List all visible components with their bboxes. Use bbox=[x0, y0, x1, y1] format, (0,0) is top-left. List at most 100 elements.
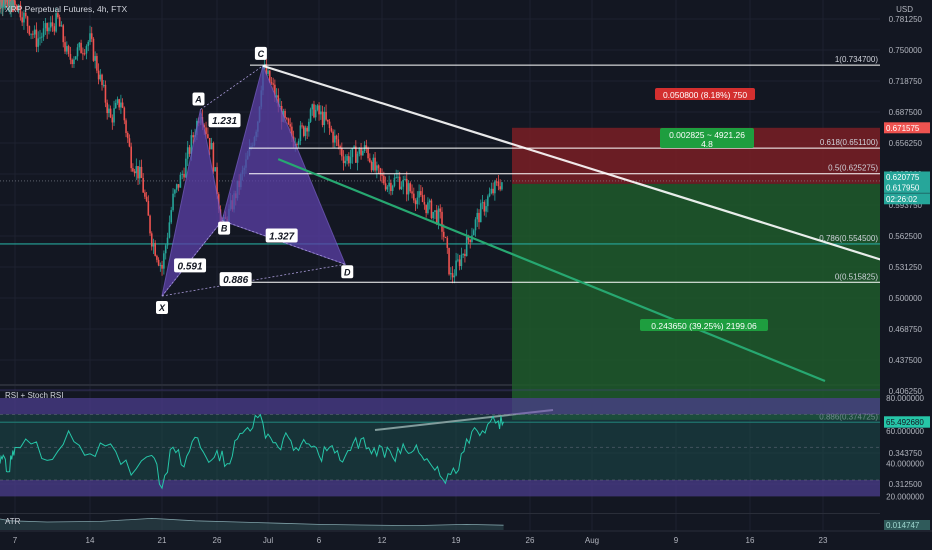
candle-body bbox=[130, 146, 132, 169]
candle-body bbox=[384, 183, 387, 190]
time-tick: 9 bbox=[674, 536, 679, 545]
candle-body bbox=[418, 191, 420, 198]
fib-level-label: 1(0.734700) bbox=[835, 55, 878, 64]
candle-body bbox=[102, 84, 105, 86]
candle-body bbox=[175, 184, 178, 190]
candle-body bbox=[71, 59, 73, 64]
candle-body bbox=[137, 166, 139, 179]
candle-body bbox=[434, 210, 436, 212]
candle-body bbox=[19, 4, 22, 18]
price-tick: 0.750000 bbox=[889, 46, 923, 55]
candle-body bbox=[400, 186, 403, 190]
candle-body bbox=[442, 231, 445, 237]
candle-body bbox=[476, 212, 479, 220]
candle-body bbox=[49, 22, 52, 28]
candle-body bbox=[311, 104, 314, 110]
candle-body bbox=[296, 144, 298, 146]
target-label-text: 0.243650 (39.25%) 2199.06 bbox=[651, 321, 757, 331]
candle-body bbox=[123, 107, 126, 121]
candle-body bbox=[28, 26, 31, 35]
candle-body bbox=[490, 188, 493, 194]
candle-body bbox=[16, 5, 18, 11]
candle-body bbox=[99, 74, 102, 80]
candle-body bbox=[268, 70, 271, 83]
candle-body bbox=[104, 84, 107, 103]
candle-body bbox=[14, 0, 16, 6]
candle-body bbox=[462, 253, 464, 255]
price-tag-box bbox=[884, 181, 930, 193]
rsi-oversold-band bbox=[0, 480, 880, 497]
candle-body bbox=[172, 193, 174, 211]
time-tick: 26 bbox=[213, 536, 222, 545]
candle-body bbox=[147, 200, 150, 216]
candle-body bbox=[330, 128, 333, 132]
price-tag: 0.617950 bbox=[886, 183, 920, 192]
candle-body bbox=[413, 193, 415, 201]
candle-body bbox=[51, 22, 54, 27]
candle-body bbox=[60, 25, 63, 27]
price-tag: 02:26:02 bbox=[886, 195, 918, 204]
candle-body bbox=[344, 160, 347, 164]
price-tick: 0.718750 bbox=[889, 77, 923, 86]
candle-body bbox=[318, 105, 320, 115]
candle-body bbox=[32, 33, 34, 35]
candle-body bbox=[30, 33, 32, 35]
target-label: 0.243650 (39.25%) 2199.06 bbox=[640, 319, 768, 331]
candle-body bbox=[320, 111, 322, 115]
candle-body bbox=[97, 70, 100, 80]
current-label: 0.002825 ~ 4921.264.8 bbox=[660, 128, 754, 149]
atr-pane: ATR 0.014747 bbox=[0, 517, 930, 530]
candle-body bbox=[177, 184, 180, 188]
candle-body bbox=[356, 153, 359, 163]
price-tick: 0.656250 bbox=[889, 139, 923, 148]
fib-level-label: 0(0.515825) bbox=[835, 272, 878, 281]
candle-body bbox=[274, 84, 276, 98]
candle-body bbox=[156, 255, 158, 260]
atr-title: ATR bbox=[5, 517, 21, 526]
candle-body bbox=[216, 167, 218, 195]
candle-body bbox=[488, 193, 491, 197]
candle-body bbox=[277, 95, 280, 107]
candle-body bbox=[414, 200, 417, 205]
candle-body bbox=[349, 157, 352, 164]
rsi-tick: 40.000000 bbox=[886, 460, 924, 469]
candle-body bbox=[360, 147, 362, 156]
candle-body bbox=[284, 110, 286, 118]
candle-body bbox=[67, 46, 70, 54]
price-tick: 0.687500 bbox=[889, 108, 923, 117]
candle-body bbox=[212, 143, 215, 172]
candle-body bbox=[2, 0, 5, 6]
pattern-point-label: B bbox=[221, 224, 228, 234]
candle-body bbox=[152, 242, 155, 247]
price-tick: 0.437500 bbox=[889, 356, 923, 365]
candle-body bbox=[460, 254, 463, 267]
candle-body bbox=[362, 151, 364, 156]
candle-body bbox=[188, 147, 191, 154]
candle-body bbox=[306, 127, 308, 132]
candle-body bbox=[388, 182, 390, 187]
candle-body bbox=[435, 210, 438, 224]
price-tick: 0.562500 bbox=[889, 232, 923, 241]
candle-body bbox=[170, 210, 173, 223]
candle-body bbox=[179, 174, 182, 188]
point-label-box bbox=[254, 46, 267, 60]
rsi-tick: 20.000000 bbox=[886, 492, 924, 501]
time-tick: 26 bbox=[526, 536, 535, 545]
candle-body bbox=[275, 95, 278, 98]
candle-body bbox=[421, 195, 424, 203]
candle-body bbox=[405, 178, 408, 195]
point-label-box bbox=[156, 301, 168, 315]
harmonic-ratio-line bbox=[200, 65, 264, 110]
price-tag-box bbox=[884, 171, 930, 183]
candle-body bbox=[487, 196, 489, 207]
candle-body bbox=[149, 215, 151, 234]
candle-body bbox=[87, 41, 90, 47]
candle-body bbox=[299, 125, 302, 142]
point-label-box bbox=[341, 265, 354, 279]
candle-body bbox=[82, 53, 84, 55]
candle-body bbox=[457, 259, 459, 261]
candle-body bbox=[69, 53, 72, 60]
candle-body bbox=[465, 235, 468, 257]
price-tag: 0.671575 bbox=[886, 124, 920, 133]
